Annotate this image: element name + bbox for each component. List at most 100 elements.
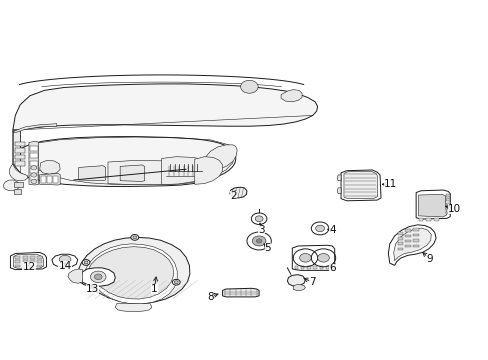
Circle shape (172, 279, 180, 285)
Text: 11: 11 (384, 179, 397, 189)
Polygon shape (120, 165, 144, 181)
Polygon shape (336, 188, 340, 194)
Bar (15, 256, 20, 259)
Bar (331, 266, 334, 269)
Text: 13: 13 (85, 284, 99, 294)
Bar (294, 266, 298, 269)
Bar (37, 265, 42, 267)
Polygon shape (336, 175, 340, 181)
Bar (397, 242, 402, 245)
Bar (47, 176, 52, 183)
Bar (418, 218, 423, 221)
Bar (37, 260, 42, 263)
Polygon shape (340, 170, 380, 201)
Circle shape (31, 173, 37, 177)
Text: 1: 1 (151, 284, 157, 294)
Bar (412, 234, 418, 236)
Bar (30, 161, 38, 166)
Circle shape (317, 253, 329, 262)
Bar (53, 176, 58, 183)
Circle shape (255, 216, 263, 222)
Circle shape (174, 281, 178, 284)
Bar (14, 182, 23, 187)
Circle shape (82, 279, 90, 285)
Circle shape (315, 225, 324, 231)
Circle shape (84, 281, 88, 284)
Polygon shape (13, 124, 57, 133)
Polygon shape (86, 247, 173, 299)
Bar (412, 244, 418, 247)
Polygon shape (13, 130, 235, 186)
Polygon shape (40, 160, 60, 174)
Polygon shape (415, 190, 449, 219)
Polygon shape (108, 160, 209, 185)
Circle shape (94, 274, 102, 280)
Polygon shape (13, 130, 20, 164)
Bar (325, 266, 329, 269)
Bar (15, 148, 25, 153)
Bar (30, 153, 38, 158)
Polygon shape (281, 90, 302, 102)
Text: 8: 8 (206, 292, 213, 302)
Bar (446, 207, 449, 210)
Bar (397, 248, 402, 250)
Text: 9: 9 (426, 254, 432, 264)
Polygon shape (161, 157, 214, 185)
Circle shape (31, 166, 37, 170)
Bar (446, 212, 449, 215)
Bar (22, 256, 27, 259)
Circle shape (311, 222, 328, 235)
Bar (313, 266, 316, 269)
Polygon shape (76, 237, 189, 303)
Bar (30, 265, 35, 267)
Polygon shape (229, 187, 246, 198)
Circle shape (82, 260, 90, 265)
Polygon shape (10, 252, 46, 270)
Polygon shape (9, 164, 27, 181)
Polygon shape (52, 254, 78, 267)
Polygon shape (68, 269, 82, 283)
Bar (397, 237, 402, 239)
Polygon shape (222, 288, 259, 297)
Polygon shape (82, 244, 177, 304)
Circle shape (31, 179, 37, 184)
Polygon shape (293, 285, 305, 291)
Bar (15, 155, 25, 159)
Polygon shape (418, 194, 446, 217)
Polygon shape (194, 157, 222, 184)
Polygon shape (393, 228, 430, 261)
Circle shape (256, 239, 262, 243)
Circle shape (59, 255, 71, 264)
Bar (15, 161, 25, 166)
Text: 5: 5 (264, 243, 271, 253)
Bar (301, 266, 304, 269)
Polygon shape (40, 174, 60, 185)
Bar (405, 245, 410, 247)
Polygon shape (343, 171, 377, 199)
Text: 12: 12 (22, 262, 36, 272)
Bar (30, 168, 38, 173)
Bar (307, 266, 310, 269)
Polygon shape (115, 304, 152, 312)
Circle shape (240, 80, 258, 93)
Text: 7: 7 (309, 277, 315, 287)
Circle shape (133, 236, 137, 239)
Circle shape (90, 271, 106, 283)
Bar (412, 228, 418, 231)
Polygon shape (287, 275, 305, 286)
Bar (446, 194, 449, 197)
Text: 4: 4 (328, 225, 335, 235)
Polygon shape (13, 84, 317, 130)
Bar (15, 260, 20, 263)
Bar (37, 256, 42, 259)
Bar (426, 218, 430, 221)
Polygon shape (204, 145, 237, 171)
Circle shape (84, 261, 88, 264)
Bar (30, 256, 35, 259)
Polygon shape (3, 180, 19, 191)
Polygon shape (79, 166, 105, 181)
Bar (15, 142, 25, 146)
Bar (30, 260, 35, 263)
Bar (319, 266, 323, 269)
Bar (397, 232, 402, 234)
